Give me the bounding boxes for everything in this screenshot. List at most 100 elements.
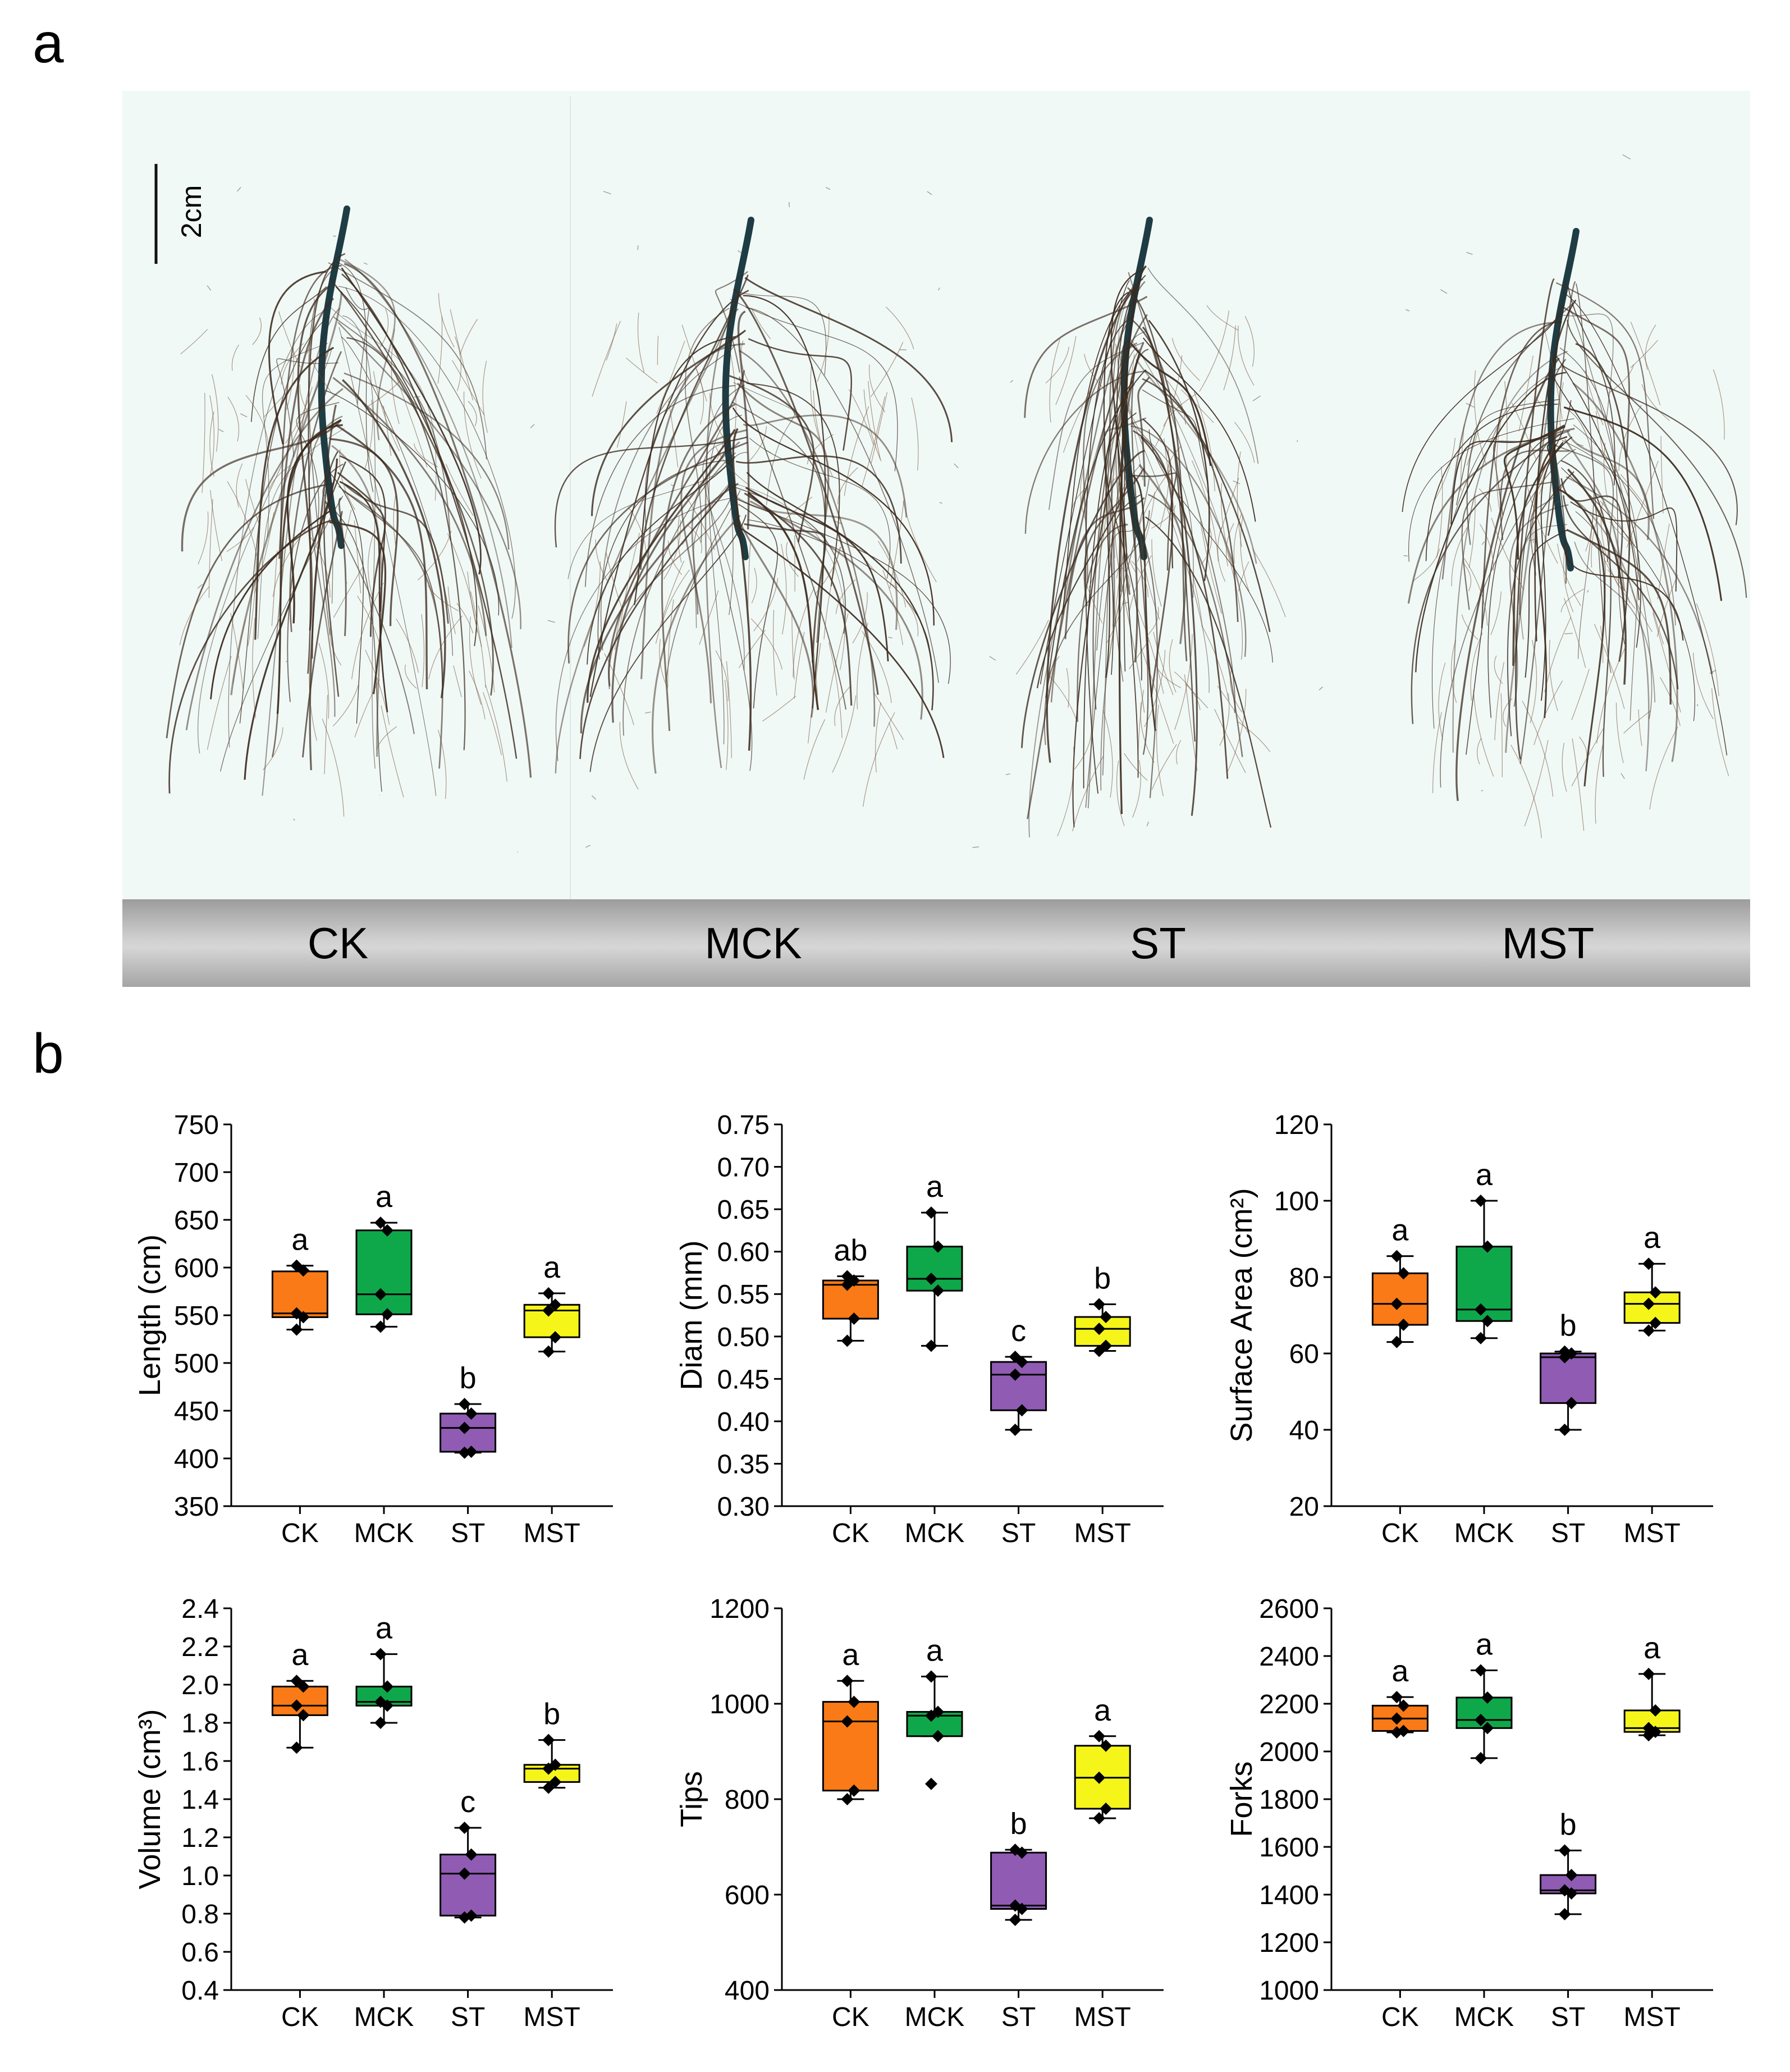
box-iqr — [271, 1270, 328, 1318]
lateral-root — [1132, 472, 1177, 571]
root-hair — [1630, 340, 1658, 368]
lateral-root — [1113, 322, 1135, 548]
root-hair — [1151, 539, 1162, 607]
debris — [1010, 379, 1013, 383]
lateral-root — [1455, 357, 1560, 801]
lateral-root — [338, 497, 347, 637]
lateral-root — [1103, 291, 1129, 678]
root-hair — [1071, 488, 1086, 511]
root-hair — [396, 618, 419, 673]
root-hair — [252, 317, 262, 345]
lateral-root — [731, 493, 898, 630]
root-hair — [469, 670, 486, 720]
x-tick-label: CK — [1381, 2002, 1419, 2032]
root-hair — [1477, 738, 1482, 765]
root-hair — [1571, 669, 1590, 720]
root-hair — [657, 336, 659, 365]
root-hair — [1113, 511, 1120, 579]
lateral-root — [729, 375, 815, 543]
root-hair — [447, 586, 456, 634]
data-point — [932, 1730, 944, 1742]
data-point — [290, 1323, 303, 1336]
lateral-root — [749, 500, 923, 720]
root-hair — [862, 712, 895, 807]
lateral-root — [729, 452, 748, 615]
lateral-root — [1466, 303, 1573, 545]
debris — [888, 637, 892, 639]
root-hair — [1049, 675, 1077, 720]
debris — [1577, 443, 1584, 447]
lateral-root — [1481, 321, 1562, 629]
y-tick-label: 1.6 — [181, 1747, 219, 1777]
lateral-root — [1574, 541, 1656, 703]
debris — [591, 795, 597, 800]
lateral-root — [1566, 529, 1672, 705]
box-mst: b — [523, 1698, 580, 1794]
root-hair — [889, 498, 905, 589]
root-hair — [1121, 567, 1130, 591]
data-point — [1100, 1803, 1113, 1815]
lateral-root — [1507, 471, 1574, 737]
root-hair — [226, 527, 254, 552]
box-ck: a — [271, 1638, 328, 1754]
root-hair — [903, 501, 937, 583]
root-hair — [1230, 670, 1243, 712]
root-hair — [686, 524, 702, 554]
lateral-root — [747, 492, 820, 710]
lateral-root — [220, 496, 344, 772]
root-hair — [1080, 469, 1086, 521]
root-hair — [1084, 354, 1105, 390]
significance-letter: a — [1391, 1654, 1409, 1688]
lateral-root — [739, 376, 846, 710]
significance-letter: ab — [834, 1233, 867, 1267]
data-point — [1390, 1726, 1403, 1739]
root-hair — [1438, 662, 1446, 740]
debris — [218, 428, 224, 432]
debris — [939, 502, 942, 504]
lateral-root — [338, 286, 516, 619]
root-hair — [751, 568, 757, 603]
x-tick-label: MCK — [354, 1518, 414, 1548]
root-hair — [1108, 354, 1135, 451]
data-point — [1015, 1404, 1028, 1417]
data-point — [925, 1206, 937, 1219]
y-tick-label: 450 — [174, 1397, 219, 1426]
root-hair — [873, 692, 904, 740]
data-point — [549, 1298, 562, 1311]
root-hair — [1560, 588, 1585, 612]
data-point — [465, 1407, 478, 1420]
lateral-root — [685, 308, 730, 543]
root-hair — [681, 324, 707, 402]
lateral-root — [340, 259, 396, 441]
lateral-root — [693, 482, 731, 628]
root-hair — [299, 384, 310, 414]
root-hair — [668, 401, 679, 468]
lateral-root — [1130, 339, 1243, 660]
y-tick-label: 0.45 — [717, 1365, 770, 1394]
x-tick-label: ST — [1551, 1518, 1585, 1548]
y-tick-label: 1800 — [1259, 1785, 1319, 1815]
root-hair — [1124, 753, 1148, 781]
root-hair — [339, 449, 356, 510]
root-scan-image: 2cm — [154, 97, 1747, 899]
root-hair — [1473, 370, 1487, 466]
root-hair — [1163, 393, 1197, 427]
root-hair — [1480, 524, 1494, 571]
box-iqr — [906, 1710, 963, 1737]
data-point — [1565, 1887, 1578, 1900]
y-tick-label: 0.75 — [717, 1110, 770, 1140]
root-st — [1015, 217, 1286, 838]
significance-letter: a — [1391, 1214, 1409, 1247]
lateral-root — [344, 483, 449, 624]
root-hair — [357, 596, 380, 644]
box-iqr — [822, 1279, 879, 1320]
x-tick-label: MCK — [1454, 2002, 1514, 2032]
root-hair — [1151, 505, 1176, 529]
y-tick-label: 120 — [1274, 1110, 1319, 1140]
data-point — [1642, 1257, 1655, 1270]
lateral-root — [1560, 460, 1612, 777]
data-point — [1642, 1324, 1655, 1337]
data-point — [848, 1784, 860, 1797]
x-tick-label: MCK — [905, 1518, 965, 1548]
root-hair — [852, 592, 868, 644]
